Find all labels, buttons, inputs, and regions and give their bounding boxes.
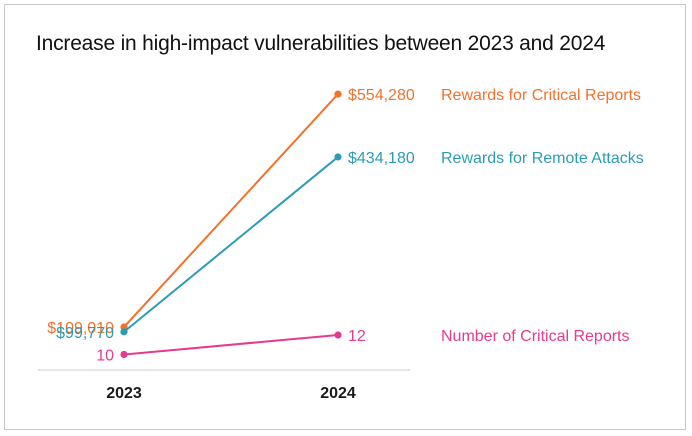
- data-point: [120, 350, 128, 359]
- data-point: [120, 328, 128, 336]
- data-label: $434,180: [348, 150, 415, 167]
- data-label: $109,010: [47, 320, 114, 337]
- data-label: 10: [96, 348, 114, 365]
- series-line: [123, 156, 339, 333]
- data-label: $99,770: [56, 325, 114, 342]
- legend-label: Rewards for Remote Attacks: [441, 150, 644, 167]
- x-tick-label: 2023: [106, 385, 142, 402]
- series-line: [123, 334, 339, 356]
- x-tick-label: 2024: [320, 385, 356, 402]
- series-line: [123, 93, 339, 328]
- data-point: [334, 331, 342, 339]
- chart-frame: [4, 4, 686, 430]
- legend-label: Number of Critical Reports: [441, 328, 630, 345]
- data-label: 12: [348, 328, 366, 345]
- data-point: [334, 90, 342, 98]
- chart-marks: 2023 2024 $109,010 $554,280 Rewards for Crit…: [47, 87, 643, 402]
- data-point: [334, 153, 342, 161]
- data-label: $554,280: [348, 87, 415, 104]
- chart-title: Increase in high-impact vulnerabilities …: [36, 32, 606, 55]
- legend-label: Rewards for Critical Reports: [441, 87, 641, 104]
